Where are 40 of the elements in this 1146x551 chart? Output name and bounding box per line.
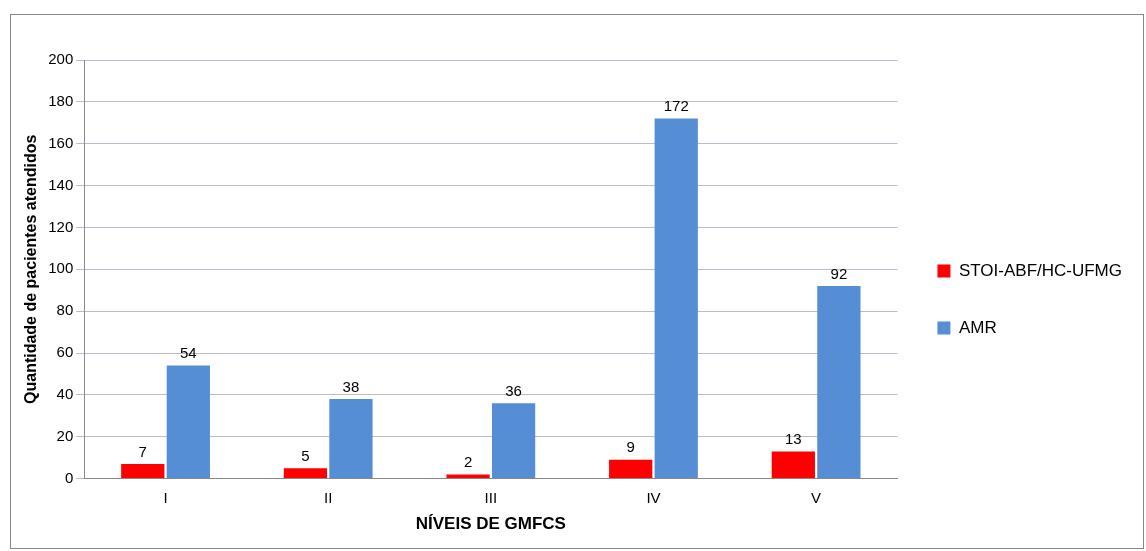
bar — [491, 403, 536, 479]
y-tick-label: 120 — [48, 217, 74, 235]
data-label: 2 — [463, 453, 473, 471]
bar — [121, 463, 165, 479]
bar — [609, 459, 653, 479]
x-axis-title: NÍVEIS DE GMFCS — [415, 514, 566, 534]
bar — [329, 399, 373, 479]
bar — [166, 365, 210, 479]
y-tick-label: 40 — [56, 385, 74, 403]
bar — [771, 451, 815, 479]
y-axis-title: Quantidade de pacientes atendidos — [22, 134, 40, 404]
y-tick-label: 200 — [48, 50, 74, 68]
x-tick-label: V — [811, 488, 822, 506]
data-label: 36 — [505, 381, 522, 399]
x-tick-label: I — [163, 488, 168, 506]
bar — [446, 474, 490, 479]
data-label: 38 — [342, 377, 360, 395]
data-label: 54 — [179, 344, 197, 362]
data-label: 92 — [830, 264, 848, 282]
x-tick-label: II — [324, 488, 333, 506]
bar — [283, 468, 328, 479]
x-tick-label: III — [484, 488, 498, 506]
legend-label: AMR — [958, 317, 997, 337]
y-tick-label: 180 — [48, 92, 74, 109]
y-tick-label: 0 — [64, 468, 74, 486]
y-tick-label: 140 — [48, 175, 74, 193]
y-tick-label: 60 — [56, 343, 74, 361]
y-tick-label: 100 — [48, 259, 74, 277]
bar — [654, 118, 698, 479]
data-label: 5 — [301, 446, 310, 464]
bar — [817, 286, 861, 479]
data-label: 7 — [138, 442, 147, 460]
x-tick-label: IV — [646, 488, 661, 506]
legend-label: STOI-ABF/HC-UFMG — [958, 260, 1123, 280]
y-tick-label: 20 — [56, 426, 74, 444]
data-label: 13 — [785, 430, 802, 448]
data-label: 172 — [663, 97, 689, 115]
y-tick-label: 160 — [48, 133, 74, 151]
data-label: 9 — [626, 438, 635, 456]
y-tick-label: 80 — [56, 301, 74, 319]
